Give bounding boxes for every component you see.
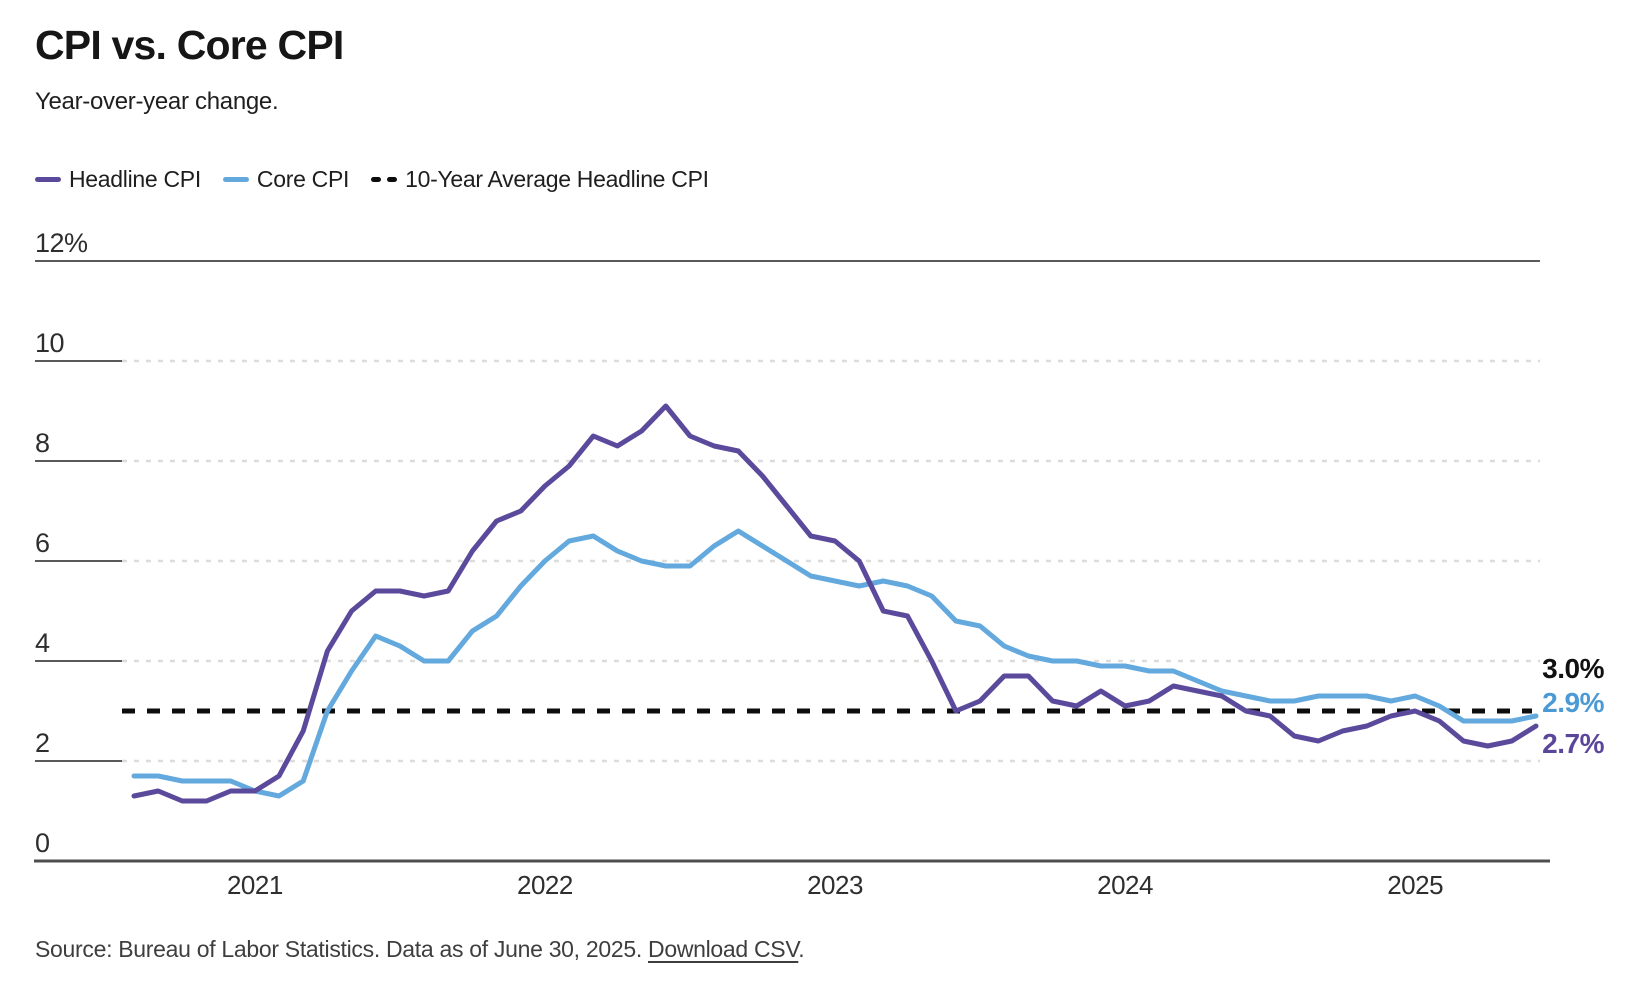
x-tick-label: 2022 — [517, 870, 573, 900]
legend-label-average: 10-Year Average Headline CPI — [405, 166, 709, 192]
page-title: CPI vs. Core CPI — [35, 22, 344, 68]
y-tick-label: 2 — [35, 728, 50, 758]
legend-label-core: Core CPI — [256, 166, 350, 192]
chart-legend: Headline CPI Core CPI 10-Year Average He… — [35, 166, 709, 193]
legend-label-headline: Headline CPI — [69, 166, 201, 192]
y-tick-label: 4 — [35, 628, 50, 658]
end-label-29: 2.9% — [1542, 687, 1604, 718]
source-suffix: . — [798, 936, 805, 962]
source-text: Source: Bureau of Labor Statistics. Data… — [35, 936, 649, 962]
y-tick-label: 8 — [35, 428, 50, 458]
dashed-line-swatch-icon — [371, 177, 398, 182]
y-tick-label: 12% — [35, 228, 88, 258]
y-tick-label: 6 — [35, 528, 50, 558]
legend-item-headline-cpi: Headline CPI — [35, 166, 201, 193]
x-tick-label: 2025 — [1387, 870, 1443, 900]
source-note: Source: Bureau of Labor Statistics. Data… — [35, 936, 805, 963]
y-tick-label: 0 — [35, 828, 50, 858]
x-tick-label: 2023 — [807, 870, 863, 900]
x-tick-label: 2021 — [227, 870, 283, 900]
legend-item-average: 10-Year Average Headline CPI — [371, 166, 709, 193]
legend-item-core-cpi: Core CPI — [222, 166, 350, 193]
end-label-27: 2.7% — [1542, 728, 1604, 759]
headline-cpi-line — [131, 403, 1539, 804]
x-tick-label: 2024 — [1097, 870, 1153, 900]
end-label-30: 3.0% — [1542, 653, 1604, 684]
core-line-swatch-icon — [222, 177, 249, 182]
y-tick-label: 10 — [35, 328, 64, 358]
download-csv-link[interactable]: Download CSV — [648, 936, 799, 962]
headline-line-swatch-icon — [35, 177, 61, 182]
core-cpi-line — [131, 528, 1539, 799]
chart-subtitle: Year-over-year change. — [35, 88, 279, 115]
